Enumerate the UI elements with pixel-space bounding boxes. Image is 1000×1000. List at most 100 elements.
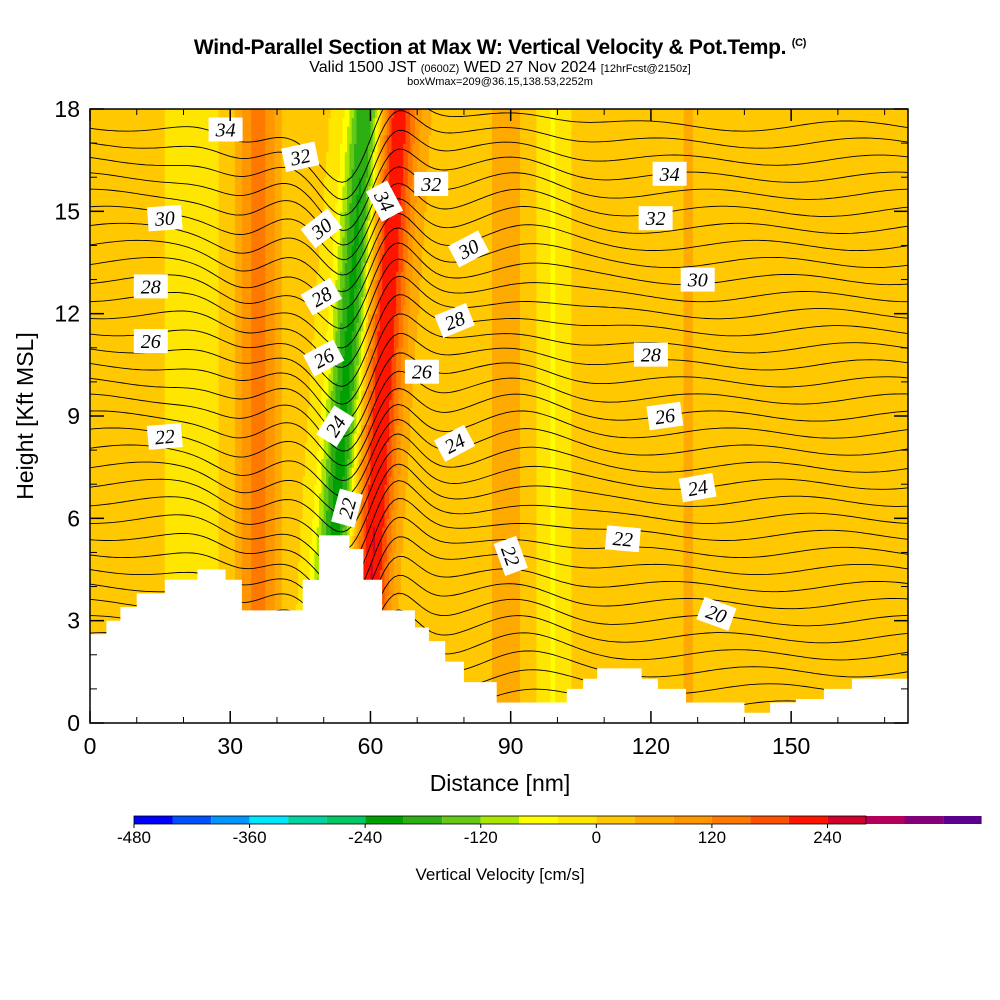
velocity-cell: [370, 160, 374, 170]
velocity-cell: [370, 467, 388, 477]
velocity-cell: [370, 330, 374, 340]
velocity-cell: [555, 441, 573, 451]
velocity-cell: [241, 211, 252, 221]
velocity-cell: [400, 185, 407, 195]
velocity-cell: [491, 151, 521, 161]
velocity-cell: [400, 586, 493, 596]
velocity-cell: [265, 279, 276, 289]
velocity-cell: [372, 373, 376, 383]
velocity-cell: [391, 433, 397, 443]
velocity-cell: [536, 629, 552, 639]
velocity-cell: [274, 134, 283, 144]
velocity-cell: [164, 475, 220, 485]
velocity-cell: [309, 381, 325, 392]
velocity-cell: [358, 518, 362, 528]
velocity-cell: [555, 433, 573, 443]
velocity-cell: [363, 433, 367, 443]
velocity-cell: [365, 552, 383, 562]
velocity-cell: [241, 253, 252, 264]
velocity-cell: [234, 467, 243, 477]
velocity-cell: [368, 416, 372, 426]
velocity-cell: [281, 219, 322, 229]
velocity-cell: [692, 288, 908, 298]
velocity-cell: [347, 398, 353, 409]
velocity-cell: [386, 134, 393, 144]
velocity-cell: [218, 560, 236, 571]
velocity-cell: [365, 202, 369, 212]
velocity-cell: [281, 322, 315, 332]
velocity-cell: [370, 211, 374, 221]
velocity-cell: [384, 595, 388, 605]
velocity-cell: [555, 407, 573, 417]
velocity-cell: [164, 484, 220, 494]
velocity-cell: [550, 688, 556, 699]
velocity-cell: [391, 143, 404, 153]
velocity-cell: [361, 475, 365, 485]
velocity-cell: [405, 484, 493, 494]
velocity-cell: [234, 339, 243, 349]
velocity-cell: [372, 424, 390, 434]
velocity-cell: [361, 296, 365, 306]
velocity-cell: [692, 586, 908, 596]
velocity-cell: [347, 245, 353, 255]
velocity-cell: [375, 253, 379, 264]
velocity-cell: [281, 245, 320, 255]
velocity-cell: [361, 390, 365, 400]
velocity-cell: [354, 228, 360, 238]
velocity-cell: [384, 134, 388, 144]
velocity-cell: [241, 296, 252, 306]
velocity-cell: [218, 339, 236, 349]
velocity-cell: [692, 518, 908, 528]
velocity-cell: [330, 398, 336, 409]
velocity-cell: [550, 595, 556, 605]
velocity-cell: [520, 151, 537, 161]
velocity-cell: [550, 398, 556, 409]
velocity-cell: [342, 364, 351, 374]
velocity-cell: [370, 288, 374, 298]
velocity-cell: [398, 407, 404, 417]
velocity-cell: [384, 126, 388, 136]
velocity-cell: [372, 381, 376, 392]
velocity-cell: [281, 347, 313, 357]
velocity-cell: [368, 322, 372, 332]
velocity-cell: [536, 552, 552, 562]
velocity-cell: [550, 475, 556, 485]
velocity-cell: [384, 219, 402, 229]
velocity-cell: [368, 381, 374, 392]
velocity-cell: [340, 271, 346, 281]
velocity-cell: [281, 492, 304, 502]
velocity-cell: [342, 185, 348, 195]
velocity-cell: [555, 228, 573, 238]
velocity-cell: [536, 535, 552, 545]
velocity-cell: [555, 313, 573, 323]
velocity-cell: [251, 202, 266, 212]
velocity-cell: [384, 578, 390, 588]
velocity-cell: [384, 151, 388, 161]
velocity-cell: [363, 271, 367, 281]
velocity-cell: [365, 398, 369, 409]
velocity-cell: [358, 450, 362, 460]
velocity-cell: [241, 288, 252, 298]
velocity-cell: [403, 313, 409, 323]
velocity-cell: [265, 117, 276, 127]
velocity-cell: [421, 262, 493, 272]
velocity-cell: [571, 441, 685, 451]
velocity-cell: [241, 262, 252, 272]
velocity-cell: [375, 126, 379, 136]
forecast-info: [12hrFcst@2150z]: [600, 63, 691, 75]
velocity-cell: [344, 228, 348, 238]
contour-label: 30: [447, 230, 490, 268]
velocity-cell: [491, 271, 521, 281]
velocity-cell: [520, 526, 537, 536]
velocity-cell: [365, 373, 369, 383]
velocity-cell: [683, 501, 694, 511]
velocity-cell: [375, 245, 379, 255]
velocity-cell: [274, 347, 283, 357]
velocity-cell: [377, 347, 395, 357]
velocity-cell: [361, 416, 365, 426]
velocity-cell: [398, 620, 493, 630]
velocity-cell: [323, 509, 327, 519]
velocity-cell: [550, 236, 556, 247]
velocity-cell: [410, 185, 418, 195]
velocity-cell: [314, 569, 320, 579]
